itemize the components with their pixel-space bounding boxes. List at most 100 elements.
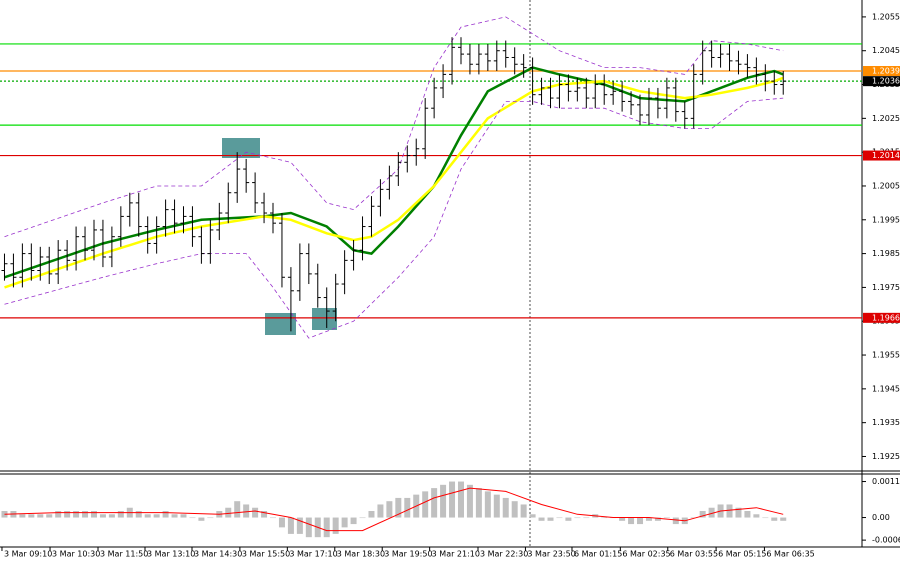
histogram-bar [1,511,8,518]
histogram-bar [404,497,411,518]
histogram-bar [753,514,760,518]
histogram-bar [449,481,456,518]
histogram-bar [243,504,250,518]
histogram-bar [529,514,536,518]
histogram-bar [117,511,124,518]
y-tick-label: 1.1945 [872,384,900,393]
histogram-bar [207,517,214,519]
histogram-bar [771,517,778,521]
y-tick-label: 0.00 [872,513,890,522]
level-label-box [863,150,900,161]
y-tick-label: 1.2005 [872,181,900,190]
histogram-bar [162,511,169,518]
x-tick-label: 6 Mar 05:15 [718,550,766,559]
level-label: 1.1966 [872,313,900,322]
histogram-bar [735,507,742,518]
x-tick-label: 3 Mar 17:10 [289,550,337,559]
histogram-bar [198,517,205,521]
histogram-bar [645,517,652,521]
histogram-bar [520,504,527,518]
histogram-bar [762,517,769,519]
histogram-bar [225,507,232,518]
histogram-bar [359,517,366,519]
histogram-bar [287,517,294,534]
histogram-bar [37,514,44,518]
histogram-bar [64,511,71,518]
x-tick-label: 6 Mar 03:55 [670,550,718,559]
histogram-bar [663,517,670,519]
histogram-bar [386,501,393,518]
histogram-bar [422,491,429,518]
histogram-bar [350,517,357,525]
level-label-box [863,312,900,323]
level-label-box [863,76,900,87]
x-tick-label: 3 Mar 11:50 [100,550,148,559]
histogram-bar [153,514,160,518]
y-tick-label: 1.1995 [872,215,900,224]
histogram-bar [234,501,241,518]
y-tick-label: 1.1925 [872,452,900,461]
histogram-bar [556,517,563,519]
y-tick-label: 1.1985 [872,249,900,258]
x-tick-label: 3 Mar 14:30 [194,550,242,559]
histogram-bar [475,488,482,518]
histogram-bar [108,514,115,518]
y-tick-label: 1.2045 [872,46,900,55]
y-tick-label: 1.1935 [872,418,900,427]
y-tick-label: -0.00069 [872,536,900,545]
y-tick-label: 0.0011 [872,477,900,486]
histogram-bar [457,481,464,518]
histogram-bar [377,504,384,518]
y-tick-label: 1.1975 [872,283,900,292]
histogram-bar [565,517,572,521]
x-tick-label: 3 Mar 10:30 [52,550,100,559]
histogram-bar [19,514,26,518]
x-tick-label: 6 Mar 02:35 [622,550,670,559]
histogram-bar [744,511,751,518]
x-tick-label: 3 Mar 22:30 [480,550,528,559]
histogram-bar [511,501,518,518]
level-label: 1.2014 [872,151,900,160]
histogram-bar [180,514,187,518]
histogram-bar [466,484,473,518]
histogram-bar [296,517,303,534]
histogram-bar [672,517,679,525]
x-tick-label: 3 Mar 15:50 [242,550,290,559]
x-tick-label: 3 Mar 19:50 [384,550,432,559]
histogram-bar [493,494,500,518]
histogram-bar [601,517,608,519]
indicator-line [4,76,784,289]
histogram-bar [252,507,259,518]
histogram-bar [261,511,268,518]
level-label-box [863,66,900,77]
histogram-bar [28,514,35,518]
histogram-bar [708,507,715,518]
histogram-bar [55,511,62,518]
x-tick-label: 6 Mar 06:35 [766,550,814,559]
x-tick-label: 3 Mar 09:10 [4,550,52,559]
histogram-bar [547,517,554,521]
histogram-bar [395,497,402,518]
histogram-bar [726,504,733,518]
histogram-bar [144,514,151,518]
histogram-bar [637,517,644,525]
histogram-bar [583,517,590,519]
histogram-bar [574,517,581,519]
histogram-bar [171,514,178,518]
histogram-bar [654,517,661,521]
x-tick-label: 3 Mar 23:50 [527,550,575,559]
level-label: 1.2036 [872,77,900,86]
y-tick-label: 1.2055 [872,12,900,21]
histogram-bar [135,511,142,518]
histogram-bar [82,511,89,518]
histogram-bar [440,484,447,518]
signal-box [265,313,296,335]
histogram-bar [323,517,330,538]
y-tick-label: 1.1955 [872,351,900,360]
histogram-bar [699,511,706,518]
indicator-line [4,16,784,238]
signal-box [312,308,337,330]
x-tick-label: 3 Mar 21:10 [432,550,480,559]
y-tick-label: 1.2025 [872,114,900,123]
